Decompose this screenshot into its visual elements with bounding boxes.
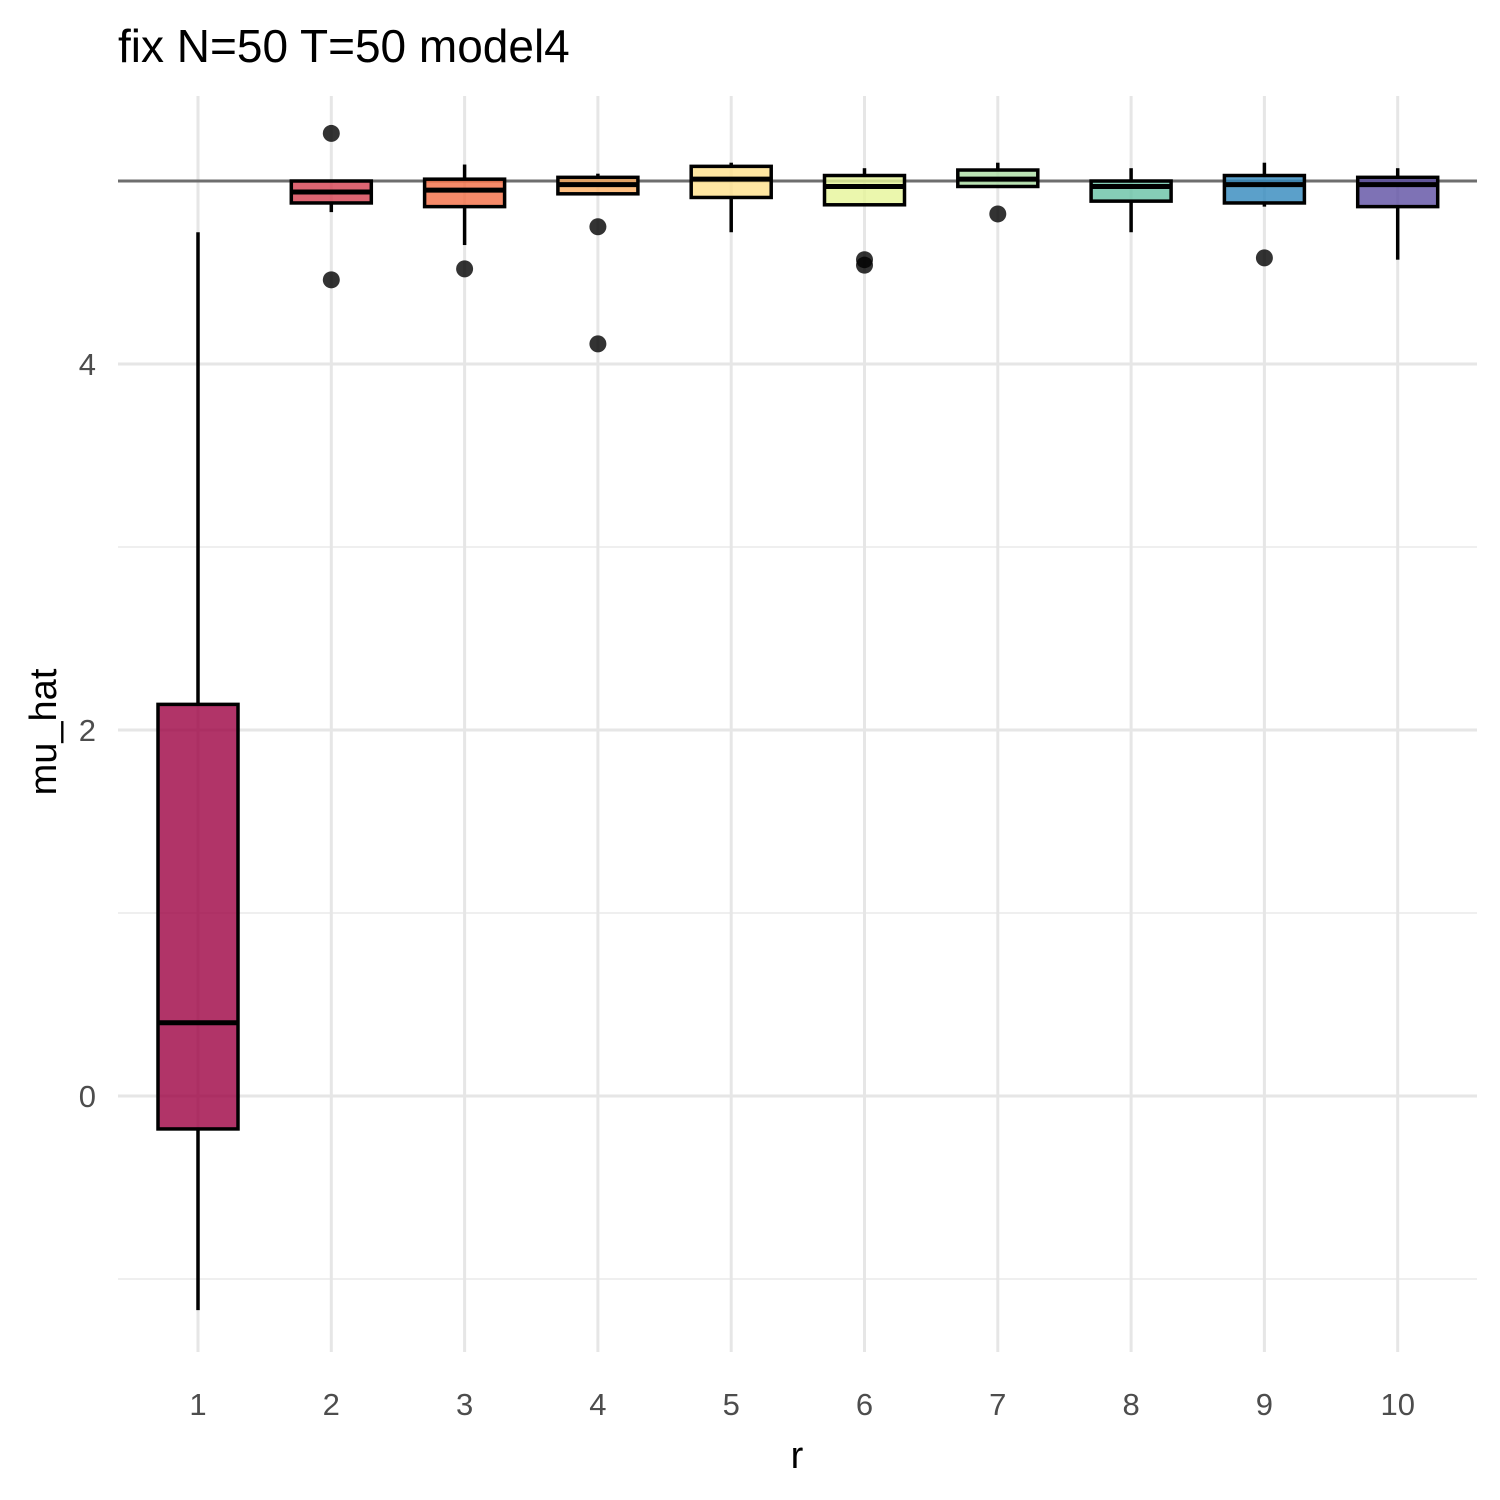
x-axis: 1 2 3 4 5 6 7 8 9 10	[189, 1387, 1415, 1422]
x-tick-label: 8	[1122, 1387, 1139, 1422]
outlier-point	[989, 205, 1007, 223]
x-tick-label: 4	[589, 1387, 606, 1422]
outlier-point	[589, 218, 607, 236]
box-group-4	[556, 173, 640, 353]
box-group-1	[156, 232, 240, 1311]
outlier-point	[456, 260, 474, 278]
box-group-6	[822, 168, 907, 274]
box-group-7	[956, 162, 1040, 223]
outlier-point	[322, 124, 340, 142]
box-group-3	[422, 164, 507, 278]
outlier-point	[322, 271, 340, 289]
box-plot-area	[156, 124, 1440, 1311]
x-tick-label: 10	[1380, 1387, 1414, 1422]
y-tick-label: 4	[79, 347, 96, 382]
x-tick-label: 3	[456, 1387, 473, 1422]
box-group-8	[1089, 168, 1173, 233]
box	[1222, 173, 1307, 205]
box-group-5	[689, 162, 773, 233]
box-group-10	[1355, 168, 1440, 260]
chart-title: fix N=50 T=50 model4	[118, 20, 570, 72]
x-tick-label: 9	[1256, 1387, 1273, 1422]
y-axis-title: mu_hat	[23, 668, 65, 795]
box-group-2	[289, 124, 374, 289]
x-tick-label: 5	[723, 1387, 740, 1422]
x-tick-label: 7	[989, 1387, 1006, 1422]
x-tick-label: 1	[189, 1387, 206, 1422]
box-group-9	[1222, 162, 1307, 267]
x-axis-title: r	[791, 1435, 804, 1477]
box	[689, 164, 773, 200]
outlier-point	[589, 335, 607, 353]
x-tick-label: 6	[856, 1387, 873, 1422]
outlier-point	[856, 256, 873, 274]
box	[156, 702, 240, 1131]
y-tick-label: 2	[79, 713, 96, 748]
y-axis: 0 2 4	[79, 347, 96, 1114]
x-tick-label: 2	[323, 1387, 340, 1422]
y-tick-label: 0	[79, 1079, 96, 1114]
outlier-point	[1255, 249, 1273, 267]
box	[822, 173, 907, 207]
box	[422, 177, 507, 209]
box	[1355, 175, 1440, 209]
grid-lines	[118, 96, 1477, 1352]
